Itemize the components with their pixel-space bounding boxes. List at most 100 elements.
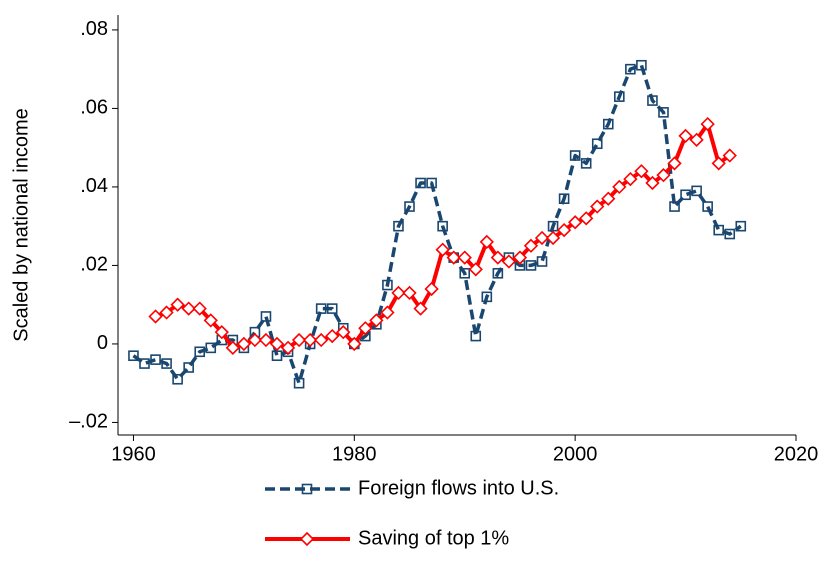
square-marker bbox=[558, 193, 570, 205]
square-marker bbox=[315, 303, 327, 314]
diamond-marker bbox=[457, 250, 472, 265]
diamond-marker bbox=[269, 336, 285, 352]
diamond-marker bbox=[170, 297, 185, 312]
y-tick-label: .06 bbox=[80, 97, 108, 119]
diamond-marker bbox=[402, 285, 417, 301]
square-marker bbox=[128, 350, 139, 362]
diamond-marker bbox=[545, 230, 561, 246]
diamond-marker bbox=[479, 234, 494, 250]
diamond-marker bbox=[291, 332, 307, 348]
diamond-marker bbox=[689, 132, 704, 147]
square-marker bbox=[602, 118, 614, 130]
square-marker bbox=[382, 279, 393, 291]
diamond-marker bbox=[512, 250, 528, 265]
y-tick-label: .08 bbox=[80, 18, 108, 40]
y-tick-label: 0 bbox=[97, 332, 108, 354]
square-marker bbox=[536, 256, 548, 267]
square-marker bbox=[702, 201, 713, 212]
diamond-marker bbox=[612, 179, 627, 195]
diamond-marker bbox=[534, 230, 550, 246]
diamond-marker bbox=[280, 340, 296, 355]
square-marker bbox=[426, 177, 437, 189]
diamond-marker bbox=[369, 313, 384, 328]
square-marker bbox=[415, 177, 426, 189]
diamond-marker bbox=[700, 116, 715, 132]
y-axis-label: Scaled by national income bbox=[10, 108, 32, 341]
diamond-marker bbox=[523, 238, 539, 253]
square-marker bbox=[183, 362, 194, 373]
series-line bbox=[154, 122, 731, 350]
x-tick-label: 1980 bbox=[332, 443, 377, 465]
diamond-marker bbox=[225, 340, 240, 355]
diamond-marker bbox=[601, 191, 616, 206]
diamond-marker bbox=[446, 250, 461, 265]
diamond-marker bbox=[214, 325, 229, 340]
diamond-marker bbox=[358, 321, 373, 336]
diamond-marker bbox=[181, 301, 196, 316]
series-line bbox=[132, 63, 742, 385]
square-marker bbox=[647, 95, 658, 106]
square-marker bbox=[481, 291, 493, 303]
y-tick-label: –.02 bbox=[69, 411, 108, 433]
diamond-marker bbox=[435, 242, 450, 257]
square-marker bbox=[735, 220, 747, 232]
diamond-marker bbox=[247, 332, 263, 348]
y-tick-label: .04 bbox=[80, 175, 108, 197]
square-marker bbox=[271, 350, 283, 362]
diamond-marker bbox=[336, 325, 351, 340]
diamond-marker bbox=[258, 332, 274, 348]
diamond-marker bbox=[325, 328, 340, 344]
square-marker bbox=[614, 91, 625, 102]
diamond-marker bbox=[148, 309, 163, 324]
square-marker bbox=[459, 267, 471, 279]
square-marker bbox=[625, 63, 636, 75]
diamond-marker bbox=[656, 168, 671, 183]
diamond-marker bbox=[413, 301, 428, 316]
square-marker bbox=[680, 189, 691, 201]
square-marker bbox=[205, 342, 217, 354]
diamond-marker bbox=[711, 156, 726, 171]
diamond-marker bbox=[303, 332, 318, 348]
diamond-marker bbox=[623, 171, 638, 187]
diamond-marker bbox=[590, 199, 605, 214]
diamond-marker bbox=[468, 262, 483, 277]
diamond-marker bbox=[634, 164, 649, 179]
square-marker bbox=[194, 346, 206, 358]
square-marker bbox=[492, 267, 504, 279]
x-tick-label: 2000 bbox=[553, 443, 598, 465]
square-marker bbox=[393, 220, 404, 232]
diamond-marker bbox=[159, 305, 174, 320]
legend-label: Foreign flows into U.S. bbox=[358, 477, 559, 499]
square-marker bbox=[691, 185, 702, 197]
diamond-marker bbox=[380, 305, 395, 320]
square-marker bbox=[569, 150, 581, 161]
square-marker bbox=[326, 303, 338, 314]
diamond-marker bbox=[314, 332, 329, 348]
diamond-marker bbox=[722, 148, 737, 163]
square-marker bbox=[437, 220, 448, 232]
square-marker bbox=[636, 59, 647, 71]
square-marker bbox=[150, 354, 161, 365]
diamond-marker bbox=[556, 222, 572, 238]
diamond-marker bbox=[678, 128, 693, 144]
y-tick-label: .02 bbox=[80, 254, 108, 276]
square-marker bbox=[580, 158, 592, 169]
square-marker bbox=[293, 377, 305, 389]
square-marker bbox=[404, 201, 415, 212]
square-marker bbox=[669, 201, 680, 212]
diamond-marker bbox=[645, 175, 660, 191]
square-marker bbox=[301, 483, 313, 495]
diamond-marker bbox=[236, 336, 252, 352]
square-marker bbox=[713, 224, 725, 236]
diamond-marker bbox=[347, 336, 362, 352]
square-marker bbox=[161, 358, 172, 369]
diamond-marker bbox=[203, 313, 218, 328]
square-marker bbox=[139, 358, 150, 369]
square-marker bbox=[260, 311, 272, 322]
diamond-marker bbox=[490, 250, 505, 265]
legend-label: Saving of top 1% bbox=[358, 527, 509, 549]
diamond-marker bbox=[424, 281, 439, 297]
diamond-marker bbox=[568, 215, 583, 230]
